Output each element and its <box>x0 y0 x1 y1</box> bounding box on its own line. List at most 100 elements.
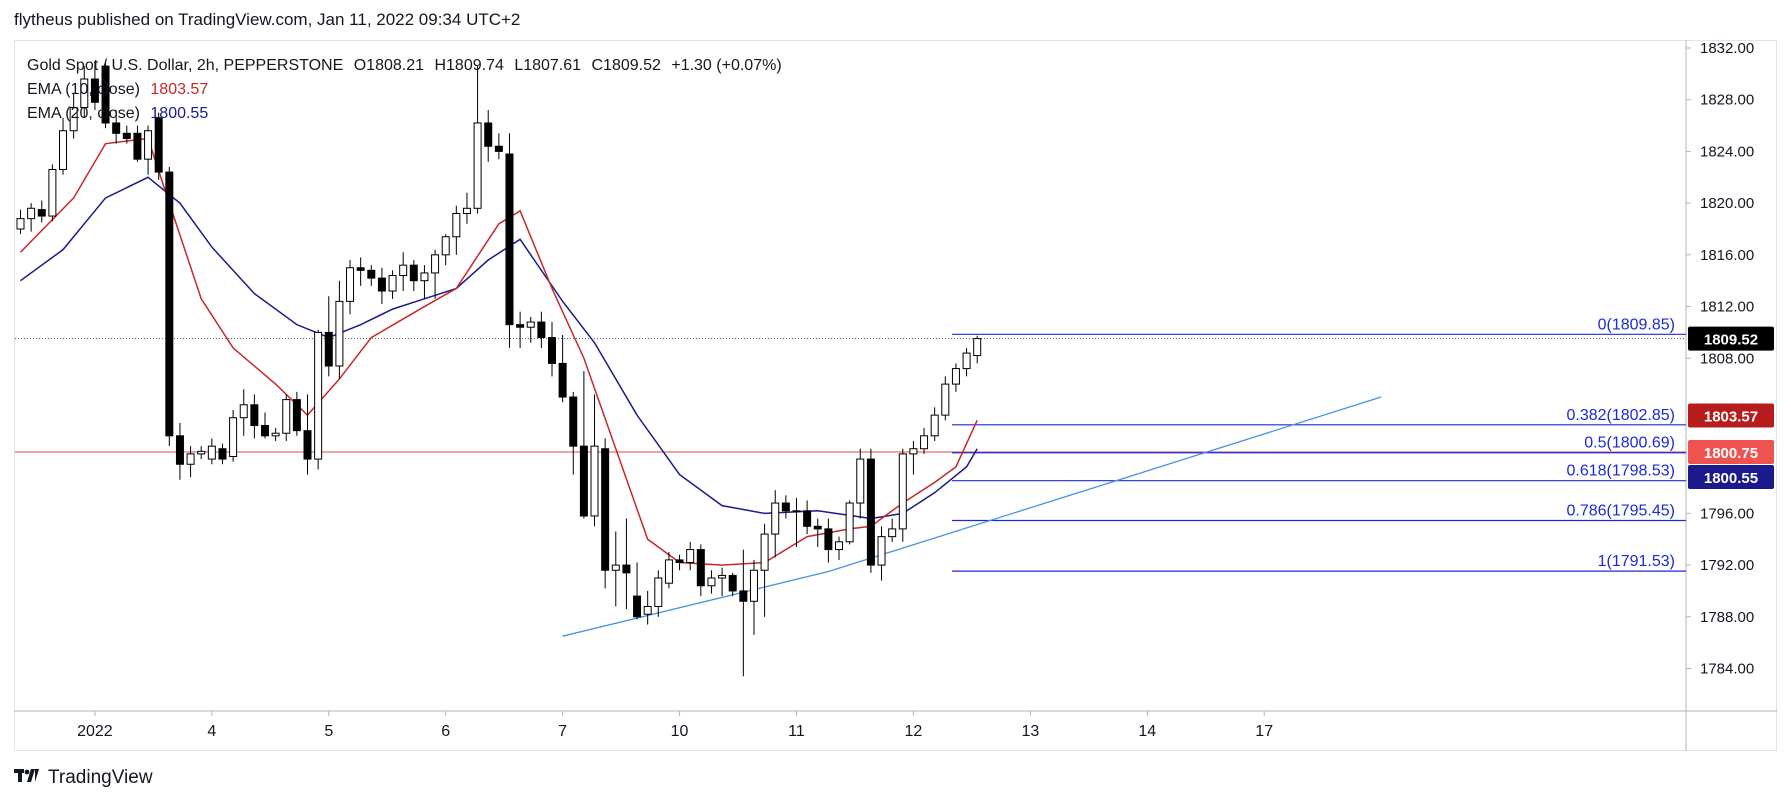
candle[interactable] <box>579 445 588 517</box>
candle[interactable] <box>548 337 556 364</box>
candle[interactable] <box>80 78 89 108</box>
candle[interactable] <box>941 383 950 416</box>
candle[interactable] <box>696 549 705 587</box>
candle[interactable] <box>462 207 471 214</box>
candle[interactable] <box>962 352 971 370</box>
candle[interactable] <box>749 569 758 602</box>
candle[interactable] <box>516 324 525 328</box>
candle[interactable] <box>197 450 206 455</box>
candle[interactable] <box>537 321 546 339</box>
candle[interactable] <box>399 264 408 277</box>
candle[interactable] <box>664 559 673 584</box>
candle[interactable] <box>707 577 716 587</box>
candle[interactable] <box>27 207 36 220</box>
candle[interactable] <box>526 321 535 328</box>
candle[interactable] <box>739 590 748 602</box>
candle[interactable] <box>803 510 812 527</box>
candle[interactable] <box>16 218 25 230</box>
candle[interactable] <box>48 169 57 217</box>
candle[interactable] <box>792 510 801 513</box>
candle[interactable] <box>346 267 355 302</box>
candle[interactable] <box>633 595 642 618</box>
candle[interactable] <box>813 525 822 530</box>
candle[interactable] <box>856 458 865 504</box>
candle[interactable] <box>218 448 227 460</box>
ema20-line[interactable] <box>20 176 978 520</box>
candle[interactable] <box>590 445 599 517</box>
candle[interactable] <box>824 528 833 551</box>
candle[interactable] <box>303 430 312 460</box>
candle[interactable] <box>260 424 269 437</box>
candle[interactable] <box>845 502 854 543</box>
candle[interactable] <box>37 209 46 217</box>
candle[interactable] <box>558 362 567 398</box>
candle[interactable] <box>186 453 195 465</box>
candle[interactable] <box>377 277 386 292</box>
candle[interactable] <box>324 331 333 367</box>
candle[interactable] <box>452 212 461 238</box>
candle[interactable] <box>282 399 291 434</box>
candle[interactable] <box>888 528 897 538</box>
candle[interactable] <box>229 417 238 457</box>
candle[interactable] <box>898 453 907 530</box>
candle[interactable] <box>335 300 344 367</box>
candle[interactable] <box>622 564 631 574</box>
candle[interactable] <box>314 331 323 460</box>
candle[interactable] <box>973 338 982 357</box>
candle[interactable] <box>951 368 960 385</box>
candle[interactable] <box>643 605 652 615</box>
ema10-line[interactable] <box>19 137 978 566</box>
candle[interactable] <box>101 65 110 124</box>
tradingview-footer[interactable]: TradingView <box>14 766 153 789</box>
candle[interactable] <box>877 536 886 566</box>
candle[interactable] <box>292 399 301 432</box>
candle[interactable] <box>409 264 418 282</box>
candle[interactable] <box>250 404 259 426</box>
candle[interactable] <box>133 132 142 160</box>
candle[interactable] <box>909 448 918 455</box>
candle[interactable] <box>718 574 727 579</box>
candle[interactable] <box>112 122 121 134</box>
candle[interactable] <box>175 435 184 465</box>
candle[interactable] <box>144 130 153 160</box>
candle[interactable] <box>441 236 450 256</box>
candle[interactable] <box>569 396 578 447</box>
candle[interactable] <box>367 269 376 279</box>
candle[interactable] <box>431 254 440 274</box>
candle[interactable] <box>505 153 514 326</box>
candle[interactable] <box>866 458 875 566</box>
candle[interactable] <box>271 432 280 437</box>
candle[interactable] <box>930 414 939 437</box>
candle[interactable] <box>494 145 503 152</box>
candle[interactable] <box>207 445 216 460</box>
candle[interactable] <box>611 564 620 571</box>
candle[interactable] <box>728 574 737 592</box>
legend-ema20-row[interactable]: EMA (20, close) 1800.55 <box>27 102 782 126</box>
candle[interactable] <box>420 272 429 282</box>
candle[interactable] <box>239 404 248 419</box>
candle[interactable] <box>771 502 780 535</box>
candle[interactable] <box>388 275 397 292</box>
candle[interactable] <box>90 78 99 103</box>
candle[interactable] <box>154 117 163 173</box>
candle[interactable] <box>835 541 844 551</box>
candle[interactable] <box>675 559 684 563</box>
candle[interactable] <box>760 533 769 571</box>
legend-ema10-row[interactable]: EMA (10, close) 1803.57 <box>27 78 782 102</box>
candle[interactable] <box>654 577 663 607</box>
candle[interactable] <box>601 448 610 571</box>
candle[interactable] <box>473 122 482 209</box>
candle[interactable] <box>122 132 131 139</box>
legend-symbol[interactable]: Gold Spot / U.S. Dollar, 2h, PEPPERSTONE <box>27 57 344 74</box>
candle[interactable] <box>920 435 929 450</box>
candle[interactable] <box>69 106 78 132</box>
y-tick-label: 1828.00 <box>1700 92 1754 109</box>
candle[interactable] <box>59 130 68 171</box>
candle[interactable] <box>165 171 174 437</box>
candle[interactable] <box>356 267 365 271</box>
price-label-support: 1800.75 <box>1704 445 1758 462</box>
candle[interactable] <box>781 502 790 512</box>
candle[interactable] <box>484 122 493 147</box>
candle[interactable] <box>686 549 695 563</box>
